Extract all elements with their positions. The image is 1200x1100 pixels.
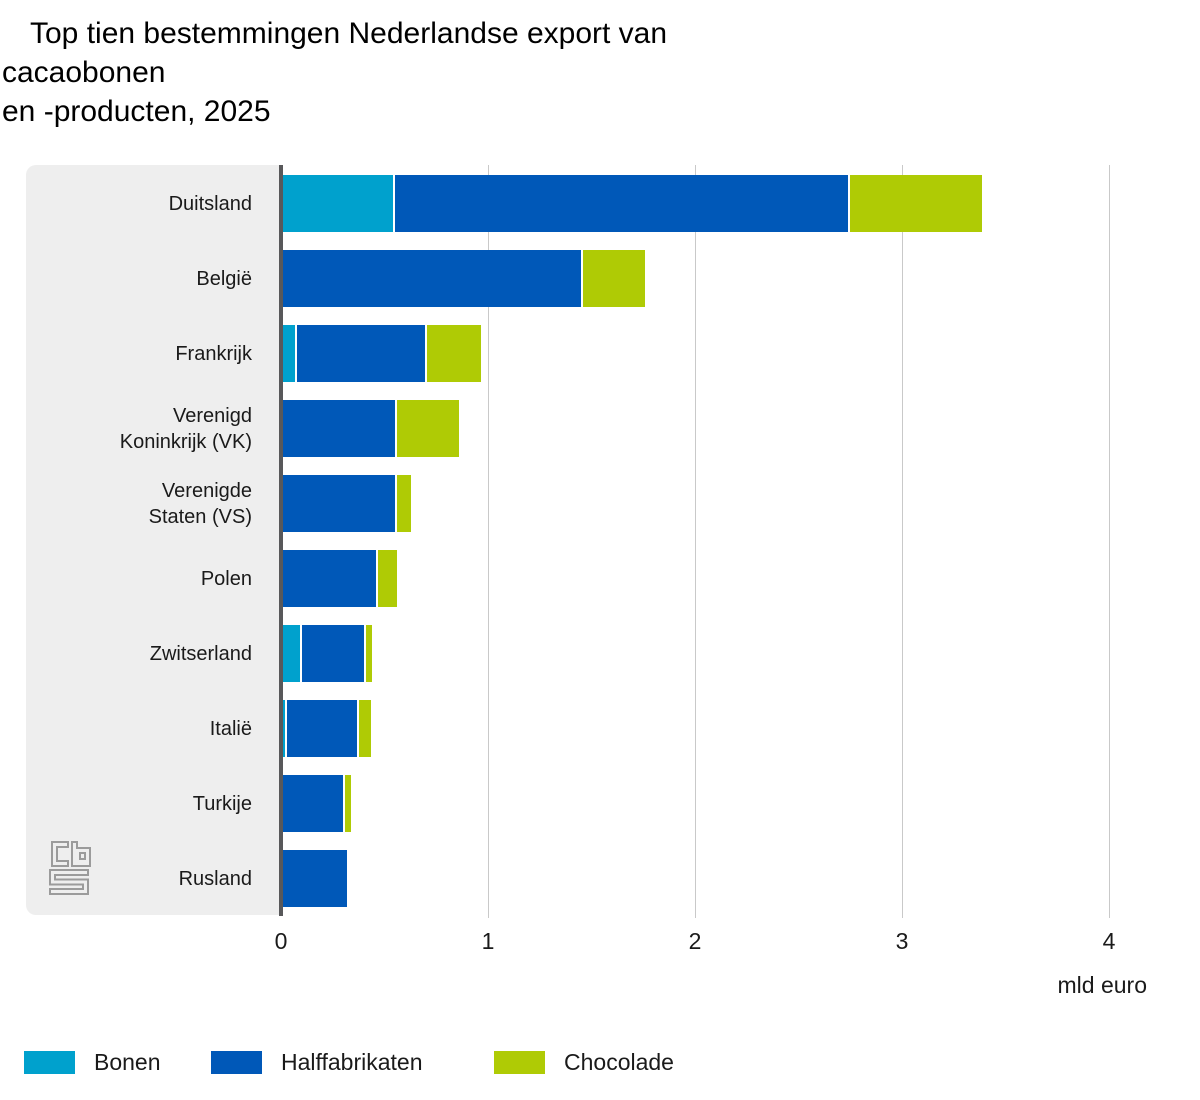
gridline-3 <box>902 165 903 918</box>
bar-segment-itali-bonen <box>283 700 285 757</box>
legend-swatch-halffabrikaten <box>211 1051 262 1074</box>
bar-segment-zwitserland-halffabrikaten <box>302 625 364 682</box>
bar-zwitserland <box>283 625 372 682</box>
bar-segment-turkije-chocolade <box>345 775 351 832</box>
x-tick-3: 3 <box>895 928 909 954</box>
category-label-zwitserland: Zwitserland <box>149 642 252 665</box>
gridline-1 <box>488 165 489 918</box>
x-tick-2: 2 <box>688 928 702 954</box>
bar-segment-itali-chocolade <box>359 700 371 757</box>
cbs-logo-letter-b-counter <box>79 852 86 860</box>
cbs-logo-letter-s <box>49 869 89 895</box>
bar-segment-verenigd-koninkrijk-vk-chocolade <box>397 400 459 457</box>
bar-segment-verenigde-staten-vs-halffabrikaten <box>283 475 395 532</box>
bar-segment-zwitserland-chocolade <box>366 625 372 682</box>
bar-segment-frankrijk-halffabrikaten <box>297 325 425 382</box>
x-axis-ticks: 0 1 2 3 4 <box>26 928 1190 958</box>
bar-segment-verenigd-koninkrijk-vk-halffabrikaten <box>283 400 395 457</box>
bar-polen <box>283 550 397 607</box>
category-label-polen: Polen <box>200 567 252 590</box>
x-axis-unit-label: mld euro <box>1057 972 1147 998</box>
legend-item-chocolade: Chocolade <box>494 1049 674 1076</box>
category-label-verenigd-koninkrijk-vk: Verenigd Koninkrijk (VK) <box>119 404 252 453</box>
cbs-logo-letter-b <box>71 841 91 867</box>
category-label-panel <box>26 165 280 915</box>
gridline-2 <box>695 165 696 918</box>
legend-label-chocolade: Chocolade <box>564 1049 674 1075</box>
bar-segment-duitsland-halffabrikaten <box>395 175 848 232</box>
bar-segment-zwitserland-bonen <box>283 625 300 682</box>
legend-item-halffabrikaten: Halffabrikaten <box>211 1049 423 1076</box>
bar-segment-polen-chocolade <box>378 550 397 607</box>
bar-segment-belgi-chocolade <box>583 250 645 307</box>
bar-rusland <box>283 850 347 907</box>
category-label-rusland: Rusland <box>178 867 252 890</box>
legend-item-bonen: Bonen <box>24 1049 161 1076</box>
category-label-duitsland: Duitsland <box>168 192 252 215</box>
bar-segment-frankrijk-chocolade <box>427 325 481 382</box>
bar-verenigd-koninkrijk-vk <box>283 400 459 457</box>
bar-segment-verenigde-staten-vs-chocolade <box>397 475 411 532</box>
bar-segment-turkije-halffabrikaten <box>283 775 343 832</box>
cbs-logo <box>49 841 91 895</box>
bar-itali <box>283 700 371 757</box>
bar-belgi <box>283 250 645 307</box>
legend-swatch-chocolade <box>494 1051 545 1074</box>
legend: Bonen Halffabrikaten Chocolade <box>0 1049 1200 1079</box>
bar-frankrijk <box>283 325 481 382</box>
bar-turkije <box>283 775 351 832</box>
gridline-4 <box>1109 165 1110 918</box>
legend-label-halffabrikaten: Halffabrikaten <box>281 1049 423 1075</box>
bar-segment-itali-halffabrikaten <box>287 700 357 757</box>
bar-verenigde-staten-vs <box>283 475 411 532</box>
chart-title: Top tien bestemmingen Nederlandse export… <box>2 17 668 128</box>
category-label-belgi: België <box>196 267 252 290</box>
legend-label-bonen: Bonen <box>94 1049 161 1075</box>
bar-segment-rusland-halffabrikaten <box>283 850 347 907</box>
bar-segment-frankrijk-bonen <box>283 325 295 382</box>
bar-segment-duitsland-bonen <box>283 175 393 232</box>
bar-duitsland <box>283 175 982 232</box>
category-label-frankrijk: Frankrijk <box>175 342 252 365</box>
chart-area: Duitsland België Frankrijk Verenigd Koninkr… <box>26 165 1190 918</box>
x-tick-4: 4 <box>1102 928 1116 954</box>
x-tick-0: 0 <box>274 928 288 954</box>
bar-segment-belgi-halffabrikaten <box>283 250 581 307</box>
category-label-verenigde-staten-vs: Verenigde Staten (VS) <box>148 479 252 528</box>
y-axis-line <box>279 165 283 916</box>
category-label-turkije: Turkije <box>192 792 252 815</box>
bar-segment-duitsland-chocolade <box>850 175 982 232</box>
legend-swatch-bonen <box>24 1051 75 1074</box>
x-tick-1: 1 <box>481 928 495 954</box>
cbs-logo-letter-c <box>51 841 69 867</box>
bar-segment-polen-halffabrikaten <box>283 550 376 607</box>
category-label-itali: Italië <box>209 717 252 740</box>
